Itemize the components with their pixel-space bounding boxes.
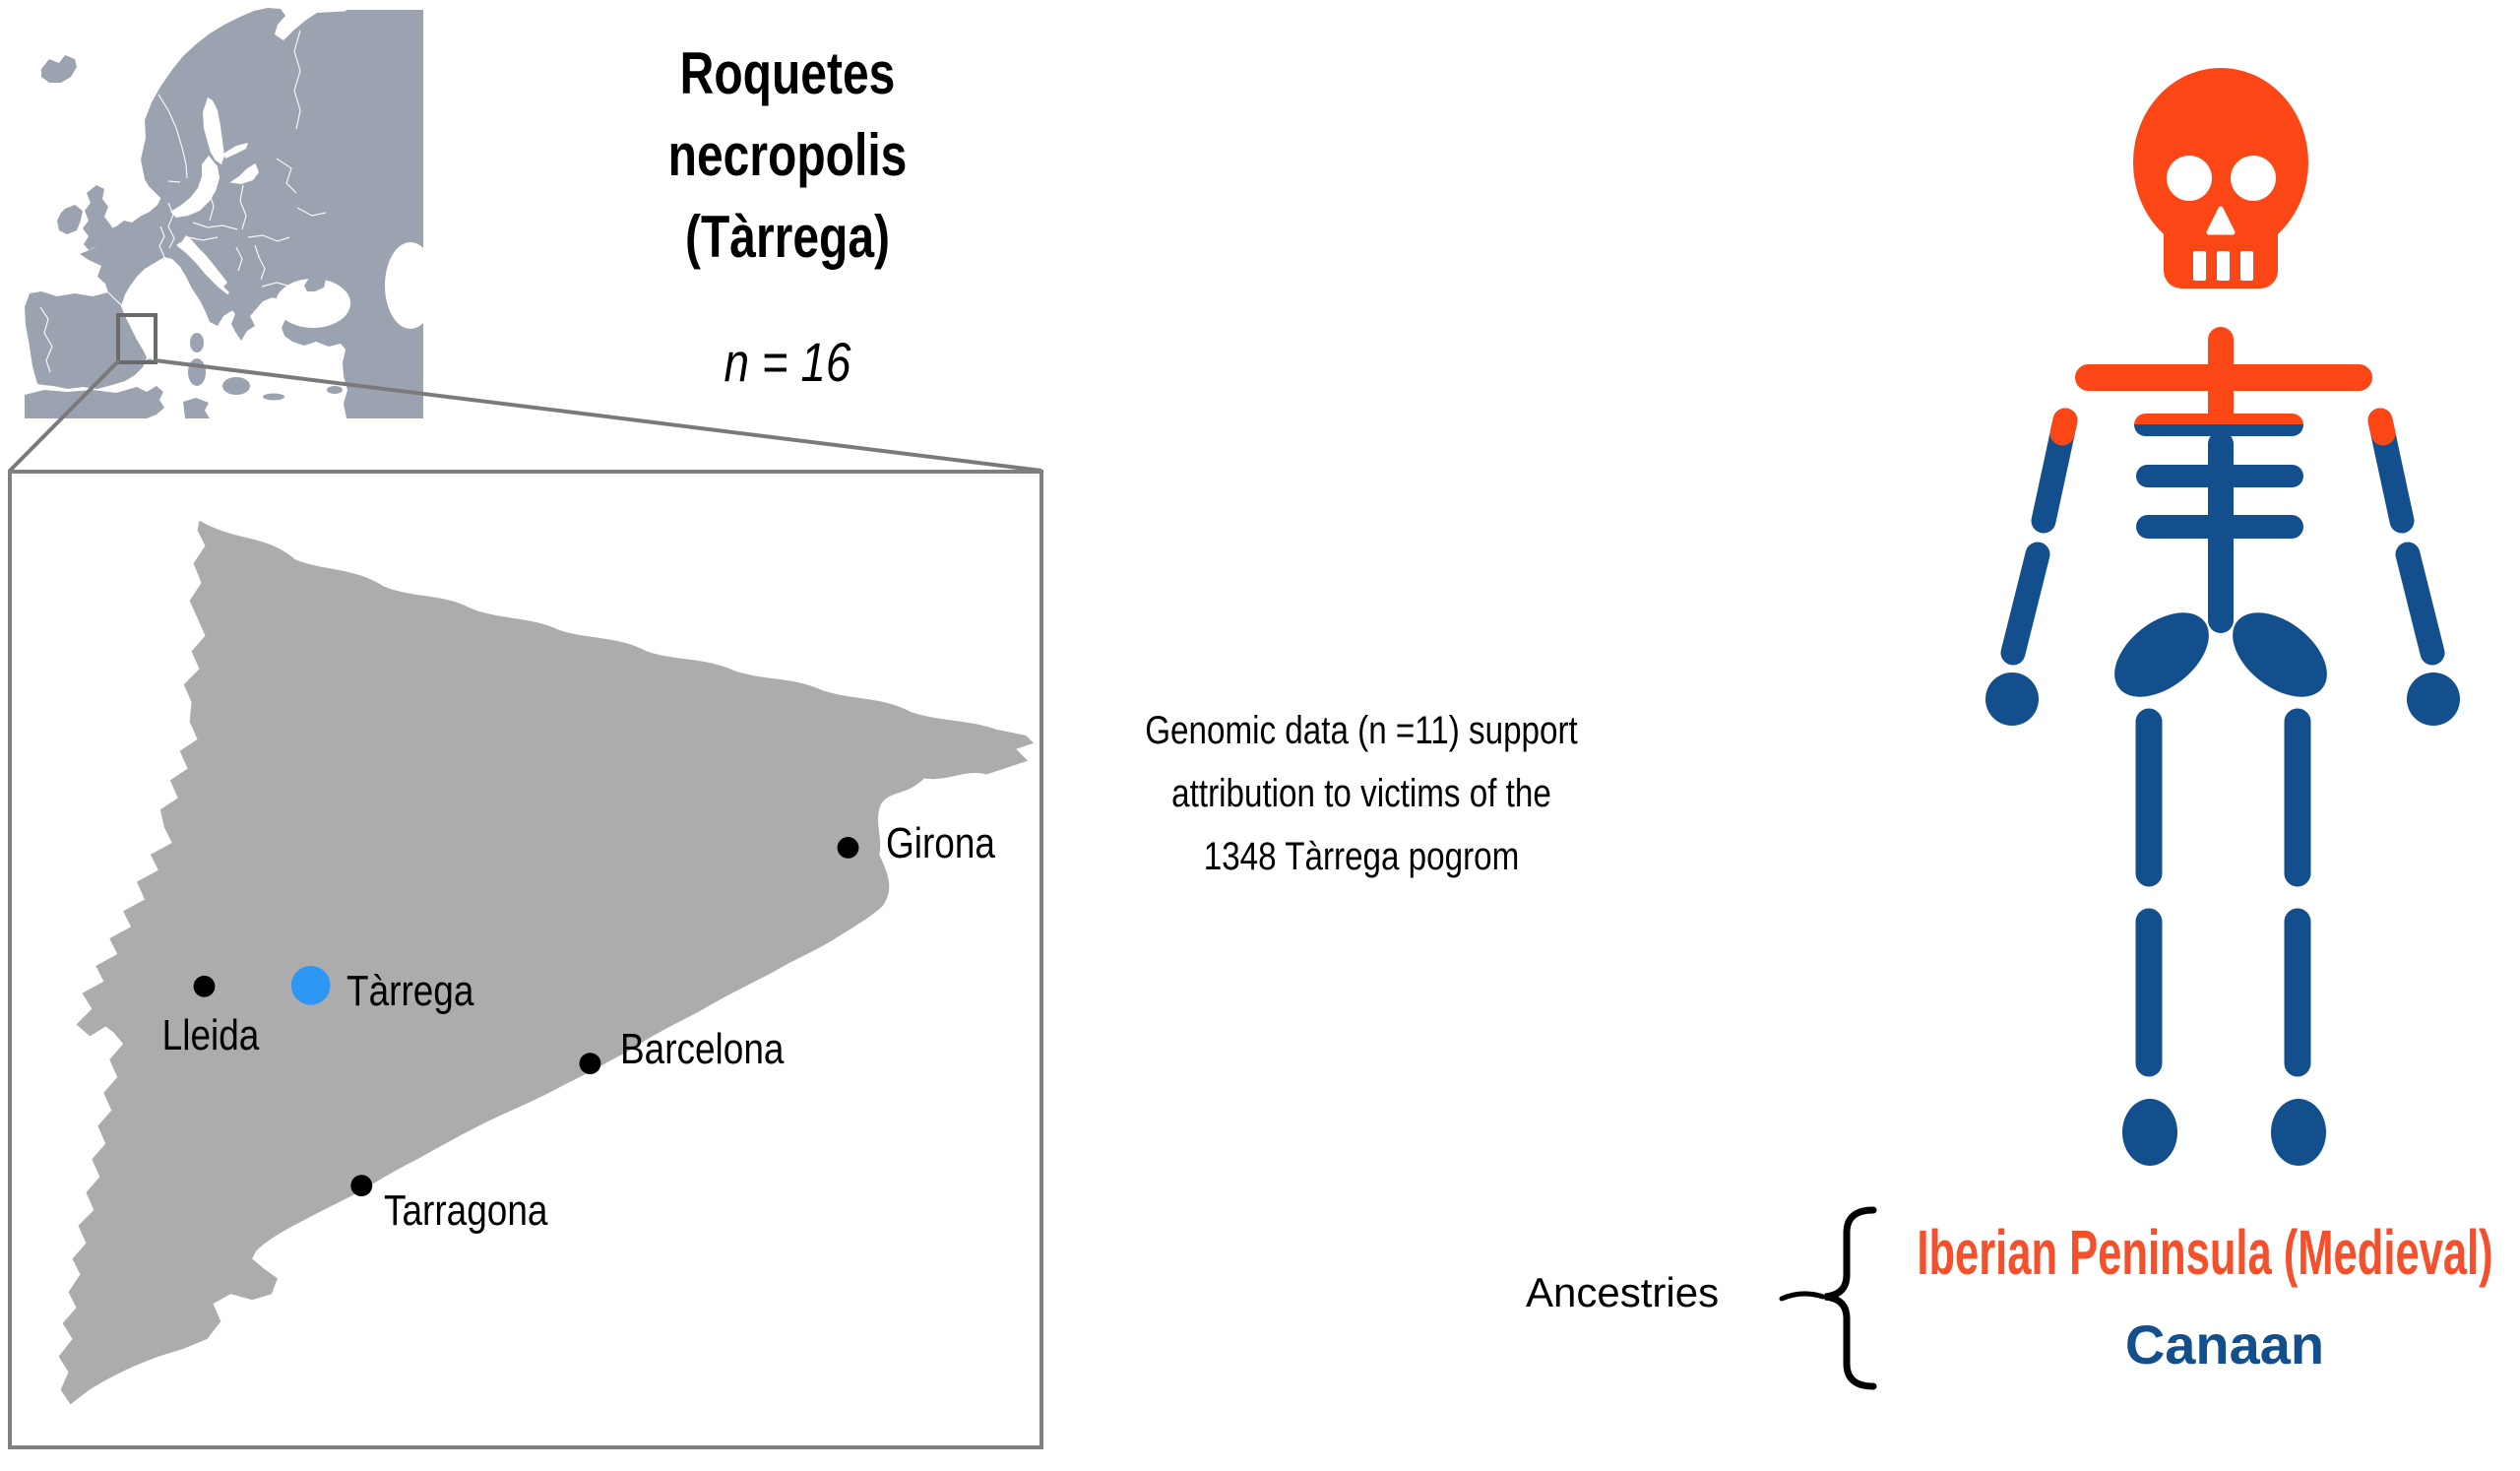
caption-line-2: attribution to victims of the (1171, 772, 1551, 815)
city-dot-tarrega (290, 965, 331, 1005)
region-map-box: Girona Lleida Tàrrega Barcelona Tarragon… (8, 470, 1043, 1449)
city-dot-lleida (193, 975, 216, 997)
shoulder-tip-left (2049, 408, 2078, 446)
europe-map (25, 8, 423, 418)
caption-line-3: 1348 Tàrrega pogrom (1203, 835, 1520, 878)
scandinavia-landmass (141, 8, 354, 214)
inset-title-line-1: Roquetes (679, 40, 896, 106)
ancestry-iberian-peninsula: Iberian Peninsula (Medieval) (1917, 1217, 2493, 1288)
inset-title: Roquetes necropolis (Tàrrega) (567, 32, 1008, 278)
city-label-lleida: Lleida (161, 1011, 260, 1059)
skull-eye-right (2231, 156, 2276, 201)
clavicle-bone (2075, 364, 2372, 391)
inset-title-line-2: necropolis (667, 122, 908, 188)
foot-left (2122, 1099, 2177, 1166)
sample-size-label: n = 16 (724, 331, 851, 393)
crete (263, 393, 284, 401)
skull-icon (2133, 68, 2308, 288)
forearm-left (2000, 542, 2050, 666)
gulf-of-finland (223, 143, 248, 159)
city-label-tarragona: Tarragona (384, 1186, 548, 1235)
ireland (57, 205, 83, 234)
pelvis-right (2233, 612, 2327, 697)
hand-right (2407, 672, 2460, 726)
city-label-barcelona: Barcelona (620, 1025, 785, 1073)
shoulder-tip-right (2367, 408, 2396, 446)
caption: Genomic data (n =11) support attribution… (1108, 699, 1615, 888)
skull-tooth (2193, 251, 2206, 281)
baltic-sea (170, 156, 220, 218)
country-borders (39, 30, 327, 373)
balearic-island (127, 363, 139, 369)
cyprus (327, 386, 343, 394)
catalonia-landmass (58, 520, 1035, 1405)
rib-3 (2136, 515, 2303, 539)
libya-coast (183, 398, 210, 418)
forearm-right (2395, 542, 2445, 666)
sardinia (188, 358, 206, 386)
balearic-island-2 (146, 358, 154, 364)
hand-left (1985, 672, 2039, 726)
foot-right (2271, 1099, 2326, 1166)
rib-1 (2134, 414, 2303, 436)
ancestries-tick (1779, 1291, 1826, 1302)
city-dot-girona (837, 837, 859, 859)
city-label-tarrega: Tàrrega (346, 967, 474, 1015)
ancestry-canaan: Canaan (2124, 1313, 2325, 1375)
gulf-of-bothnia (203, 97, 224, 164)
pelvis-left (2114, 612, 2209, 697)
north-africa-coast (25, 386, 164, 418)
city-label-girona: Girona (886, 819, 995, 867)
curly-brace (1824, 1206, 1877, 1390)
sicily (222, 377, 250, 395)
city-dot-barcelona (579, 1053, 601, 1075)
rib-2 (2136, 465, 2303, 487)
caption-line-1: Genomic data (n =11) support (1145, 709, 1578, 752)
skull-nose (2206, 206, 2236, 235)
iceland (41, 55, 77, 83)
catalonia-map (58, 520, 1035, 1405)
ancestries-label: Ancestries (1526, 1269, 1720, 1315)
city-dot-tarragona (350, 1175, 373, 1197)
crimea (304, 275, 326, 291)
inset-title-line-3: (Tàrrega) (684, 204, 891, 270)
great-britain (83, 185, 116, 250)
skeleton-icon (1985, 68, 2460, 1166)
skull-tooth (2240, 251, 2253, 281)
corsica (190, 333, 204, 352)
black-sea (276, 279, 350, 328)
skull-tooth (2217, 251, 2230, 281)
caspian-sea (385, 242, 423, 329)
skull-eye-left (2167, 156, 2212, 201)
